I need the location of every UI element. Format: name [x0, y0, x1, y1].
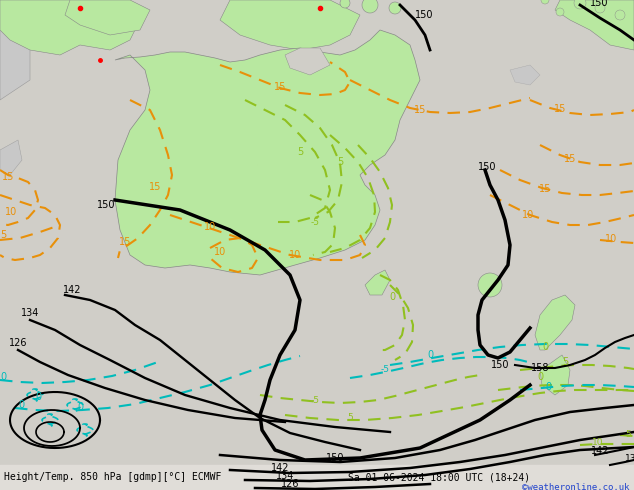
- Text: 15: 15: [119, 237, 131, 247]
- Text: 126: 126: [281, 479, 299, 489]
- Text: 142: 142: [271, 463, 289, 473]
- Text: 142: 142: [591, 446, 609, 456]
- Text: 10: 10: [592, 438, 604, 447]
- Polygon shape: [220, 0, 360, 50]
- Polygon shape: [0, 0, 140, 55]
- Text: 0: 0: [537, 372, 543, 382]
- Circle shape: [389, 2, 401, 14]
- Polygon shape: [285, 48, 330, 75]
- Text: 150: 150: [96, 200, 115, 210]
- Text: Sa 01-06-2024 18:00 UTC (18+24): Sa 01-06-2024 18:00 UTC (18+24): [348, 472, 530, 482]
- Text: 134: 134: [276, 471, 294, 481]
- Text: 10: 10: [204, 222, 216, 232]
- Polygon shape: [365, 270, 390, 295]
- Text: 0: 0: [545, 382, 551, 392]
- Text: 150: 150: [415, 10, 434, 20]
- Text: 5: 5: [347, 413, 353, 422]
- Circle shape: [340, 0, 350, 8]
- Text: 10: 10: [522, 210, 534, 220]
- Text: 0: 0: [427, 350, 433, 360]
- Text: 5: 5: [297, 147, 303, 157]
- Text: 0: 0: [0, 372, 6, 382]
- Polygon shape: [540, 355, 570, 395]
- Text: 15: 15: [149, 182, 161, 192]
- Text: 15: 15: [414, 105, 426, 115]
- Polygon shape: [0, 0, 30, 100]
- Text: 15: 15: [564, 154, 576, 164]
- Text: 126: 126: [9, 338, 27, 348]
- Text: 5: 5: [562, 357, 568, 367]
- Text: 134: 134: [625, 454, 634, 463]
- Text: Height/Temp. 850 hPa [gdmp][°C] ECMWF: Height/Temp. 850 hPa [gdmp][°C] ECMWF: [4, 472, 221, 482]
- Circle shape: [615, 10, 625, 20]
- Text: 0: 0: [35, 392, 41, 402]
- Polygon shape: [0, 140, 22, 175]
- Text: 0: 0: [389, 292, 395, 302]
- Text: 10: 10: [289, 250, 301, 260]
- Text: 0: 0: [542, 342, 548, 352]
- Text: -5: -5: [311, 218, 320, 227]
- Text: -5: -5: [311, 396, 320, 405]
- Text: ©weatheronline.co.uk: ©weatheronline.co.uk: [522, 483, 630, 490]
- Text: 0: 0: [18, 400, 24, 410]
- Text: 15: 15: [554, 104, 566, 114]
- Circle shape: [574, 0, 586, 9]
- Circle shape: [595, 3, 605, 13]
- Text: 10: 10: [605, 234, 618, 244]
- Circle shape: [541, 0, 549, 4]
- Text: 15: 15: [274, 82, 286, 92]
- Text: 5: 5: [0, 230, 6, 240]
- Text: 5: 5: [337, 157, 343, 167]
- Polygon shape: [115, 30, 420, 275]
- Text: 150: 150: [326, 453, 344, 463]
- Text: 10: 10: [5, 207, 17, 217]
- Text: 142: 142: [63, 285, 81, 295]
- Text: 158: 158: [531, 363, 549, 373]
- Text: 134: 134: [21, 308, 39, 318]
- Text: 150: 150: [491, 360, 509, 370]
- Text: 5: 5: [625, 430, 631, 439]
- Text: 150: 150: [590, 0, 609, 8]
- Text: 0: 0: [77, 402, 83, 412]
- Polygon shape: [535, 295, 575, 350]
- Text: 15: 15: [539, 184, 551, 194]
- Circle shape: [556, 8, 564, 16]
- Polygon shape: [555, 0, 634, 50]
- Polygon shape: [510, 65, 540, 85]
- Text: -5: -5: [380, 365, 389, 374]
- Polygon shape: [65, 0, 150, 35]
- Text: 150: 150: [478, 162, 496, 172]
- Circle shape: [478, 273, 502, 297]
- Text: 15: 15: [2, 172, 15, 182]
- Text: 10: 10: [214, 247, 226, 257]
- Circle shape: [362, 0, 378, 13]
